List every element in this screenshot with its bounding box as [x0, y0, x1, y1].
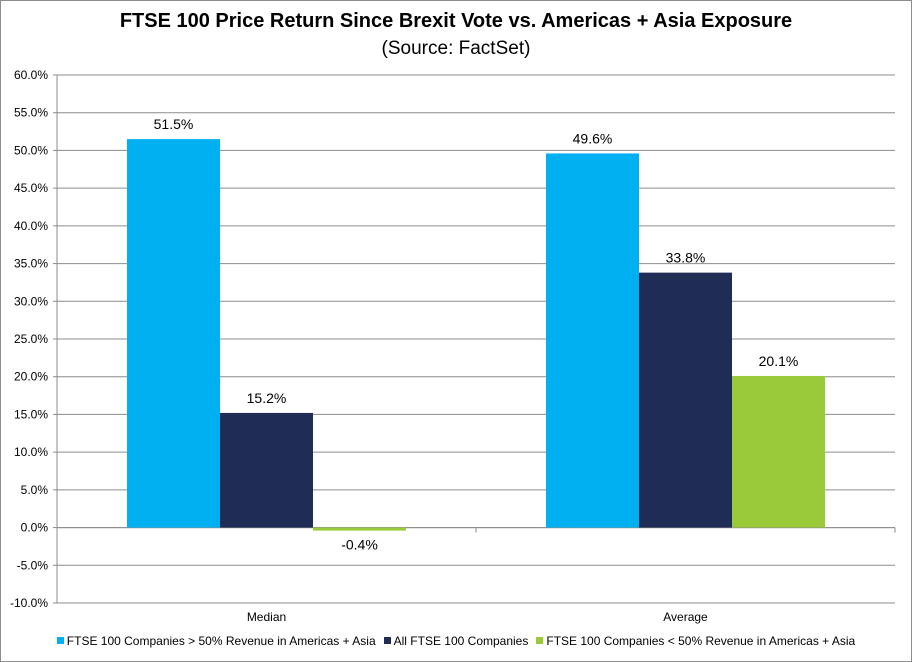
legend: FTSE 100 Companies > 50% Revenue in Amer…	[0, 634, 912, 648]
bar-median-1	[127, 139, 220, 528]
legend-swatch	[383, 637, 391, 645]
y-tick-label: 35.0%	[14, 257, 48, 271]
data-label: 51.5%	[154, 116, 194, 132]
legend-label: FTSE 100 Companies > 50% Revenue in Amer…	[66, 634, 376, 648]
bar-average-2	[639, 272, 732, 528]
bar-average-3	[732, 375, 825, 528]
y-tick-label: 45.0%	[14, 181, 48, 195]
legend-item: FTSE 100 Companies > 50% Revenue in Amer…	[56, 634, 376, 648]
chart-subtitle: (Source: FactSet)	[381, 38, 531, 59]
data-label: 20.1%	[759, 353, 799, 369]
legend-label: All FTSE 100 Companies	[393, 634, 529, 648]
y-tick-label: -5.0%	[17, 558, 49, 572]
bar-median-2	[220, 412, 313, 528]
chart-title: FTSE 100 Price Return Since Brexit Vote …	[119, 10, 793, 32]
legend-item: FTSE 100 Companies < 50% Revenue in Amer…	[536, 634, 855, 648]
legend-swatch	[56, 637, 64, 645]
y-tick-label: 15.0%	[14, 407, 48, 421]
y-tick-label: 50.0%	[14, 143, 48, 157]
y-tick-label: 60.0%	[14, 68, 48, 82]
bar-median-3	[313, 527, 406, 531]
y-tick-label: 30.0%	[14, 294, 48, 308]
y-tick-label: 55.0%	[14, 106, 48, 120]
data-label: 49.6%	[573, 130, 613, 146]
y-tick-label: 10.0%	[14, 445, 48, 459]
legend-item: All FTSE 100 Companies	[383, 634, 529, 648]
data-label: 33.8%	[666, 250, 706, 266]
y-tick-label: 25.0%	[14, 332, 48, 346]
y-tick-label: 20.0%	[14, 370, 48, 384]
data-label: -0.4%	[341, 537, 378, 553]
bar-average-1	[546, 153, 639, 528]
legend-swatch	[536, 637, 544, 645]
data-label: 15.2%	[247, 390, 287, 406]
y-tick-label: 0.0%	[21, 521, 49, 535]
category-label: Median	[247, 610, 286, 624]
y-tick-label: -10.0%	[10, 596, 48, 610]
y-tick-label: 40.0%	[14, 219, 48, 233]
legend-label: FTSE 100 Companies < 50% Revenue in Amer…	[546, 634, 856, 648]
y-tick-label: 5.0%	[21, 483, 49, 497]
category-label: Average	[663, 610, 708, 624]
